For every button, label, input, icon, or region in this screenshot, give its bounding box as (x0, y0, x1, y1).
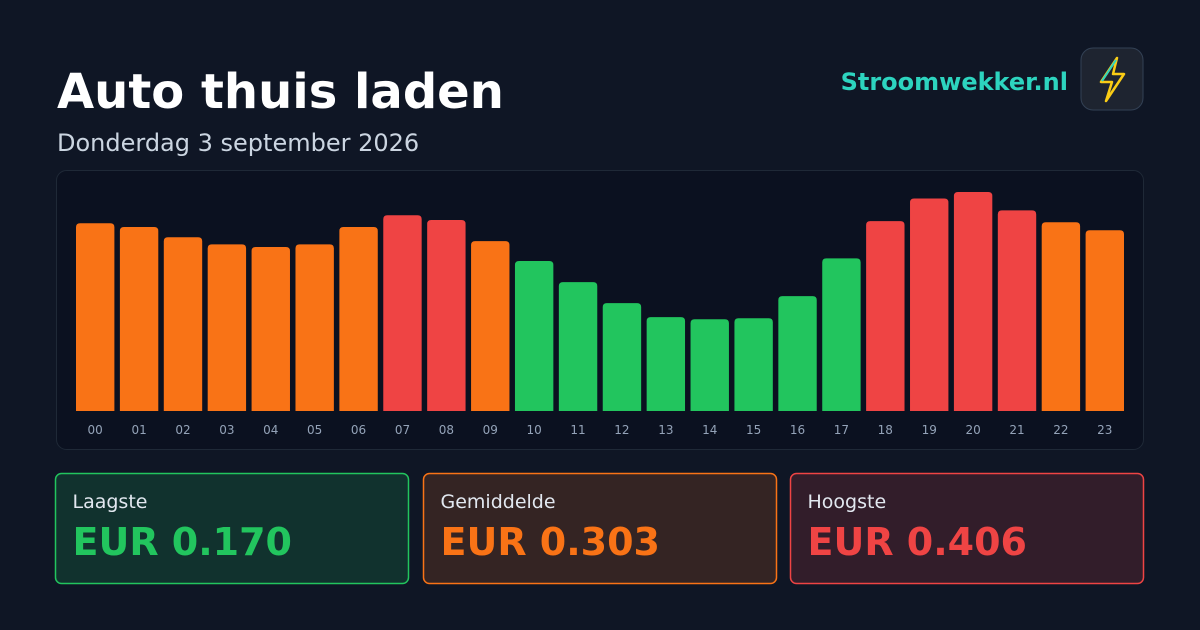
bar (646, 317, 686, 411)
bar (953, 192, 993, 411)
bar (778, 296, 817, 411)
bar (295, 244, 334, 411)
x-tick-label: 05 (307, 423, 322, 437)
x-tick-label: 02 (175, 423, 190, 437)
x-tick-label: 13 (658, 423, 673, 437)
title: Auto thuis laden (57, 64, 504, 120)
x-tick-label: 11 (570, 423, 585, 437)
bar (822, 258, 861, 411)
x-tick-label: 09 (483, 423, 498, 437)
x-tick-label: 10 (527, 423, 542, 437)
bar (427, 220, 466, 411)
bar (339, 227, 378, 411)
bar (207, 244, 247, 411)
x-tick-label: 04 (263, 423, 278, 437)
bar (1041, 222, 1081, 411)
bar (514, 261, 554, 411)
logo-accent (1101, 59, 1117, 82)
bar (558, 282, 598, 411)
x-tick-label: 00 (88, 423, 103, 437)
x-tick-label: 08 (439, 423, 454, 437)
stat-card (422, 472, 778, 585)
brand: Stroomwekker.nl (841, 68, 1068, 96)
x-tick-label: 12 (614, 423, 629, 437)
stat-label: Laagste (73, 491, 148, 513)
x-tick-label: 06 (351, 423, 366, 437)
bar (119, 227, 159, 411)
x-tick-label: 14 (702, 423, 717, 437)
bar (734, 318, 773, 411)
bar (471, 241, 510, 411)
x-tick-label: 19 (922, 423, 937, 437)
bar (602, 303, 642, 411)
x-tick-label: 21 (1009, 423, 1024, 437)
bar (866, 221, 905, 411)
stat-label: Hoogste (808, 491, 887, 513)
stat-card (789, 472, 1145, 585)
bar (1085, 230, 1124, 411)
subtitle: Donderdag 3 september 2026 (57, 129, 419, 157)
stat-label: Gemiddelde (441, 491, 556, 513)
bar (251, 247, 290, 411)
x-tick-label: 16 (790, 423, 805, 437)
stat-value: EUR 0.406 (808, 520, 1028, 564)
x-tick-label: 18 (878, 423, 893, 437)
x-tick-label: 17 (834, 423, 849, 437)
stat-card (54, 472, 410, 585)
x-tick-label: 15 (746, 423, 761, 437)
bar (76, 223, 115, 411)
stat-value: EUR 0.170 (73, 520, 293, 564)
x-tick-label: 03 (219, 423, 234, 437)
x-tick-label: 01 (131, 423, 146, 437)
logo-bolt (1099, 56, 1126, 103)
x-tick-label: 22 (1053, 423, 1068, 437)
x-tick-label: 23 (1097, 423, 1112, 437)
stat-value: EUR 0.303 (441, 520, 661, 564)
bar (163, 237, 203, 411)
logo-box (1080, 47, 1144, 111)
bar (910, 198, 949, 411)
x-tick-label: 20 (965, 423, 980, 437)
bar (383, 215, 422, 411)
x-tick-label: 07 (395, 423, 410, 437)
bar (997, 210, 1037, 411)
bar (690, 319, 729, 411)
